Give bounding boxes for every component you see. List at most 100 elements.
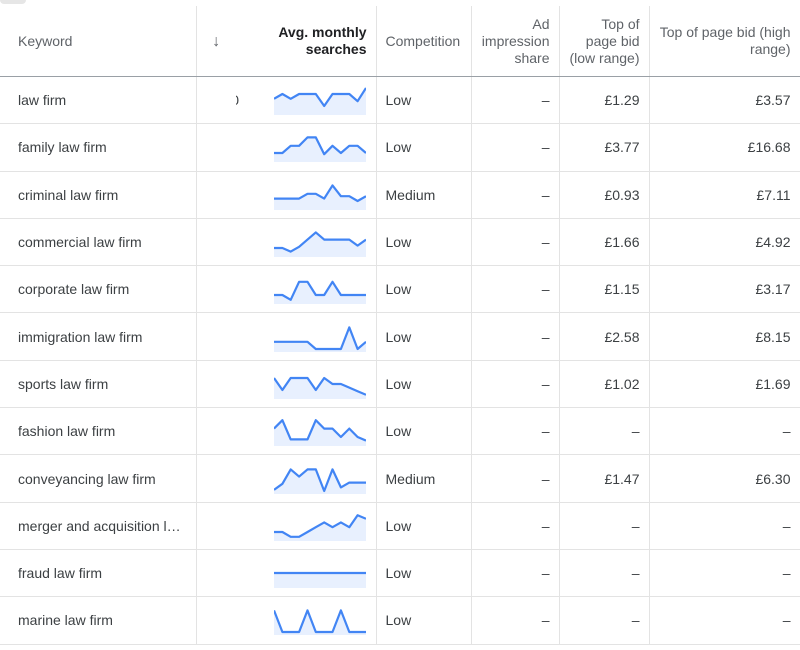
keyword-cell[interactable]: merger and acquisition la… [0,502,197,550]
keyword-cell[interactable]: marine law firm [0,596,197,645]
avg-searches-cell: 30 [236,502,377,550]
trend-sparkline [273,231,366,258]
table-row[interactable]: law firm 6,600 Low – £1.29 £3.57 [0,76,800,125]
keyword-table: Keyword ↓ Avg. monthly searches Competit… [0,6,800,645]
bid-low-cell: £0.93 [559,171,650,219]
spacer-cell [196,123,236,172]
bid-low-cell: £1.02 [559,360,650,409]
bid-high-cell: – [649,549,800,598]
ad-impression-cell: – [471,123,560,172]
trend-sparkline [273,467,366,494]
bid-low-cell: £1.15 [559,265,650,314]
bid-high-cell: £7.11 [649,171,800,219]
table-row[interactable]: marine law firm 10 Low – – – [0,596,800,645]
competition-cell: Low [376,549,472,598]
header-bid-high[interactable]: Top of page bid (high range) [649,6,800,77]
competition-cell: Low [376,407,472,456]
avg-searches-cell: 10 [236,549,377,598]
spacer-cell [196,312,236,361]
keyword-cell[interactable]: conveyancing law firm [0,454,197,503]
competition-cell: Low [376,76,472,125]
table-row[interactable]: fashion law firm 70 Low – – – [0,407,800,456]
trend-sparkline [273,376,366,399]
header-avg-monthly-searches[interactable]: Avg. monthly searches [236,6,377,77]
bid-low-cell: £1.47 [559,454,650,503]
sparkline-area [273,232,366,258]
spacer-cell [196,218,236,267]
sparkline-line [273,231,366,253]
trend-sparkline [273,572,366,589]
spacer-cell [196,502,236,550]
competition-cell: Low [376,218,472,267]
ad-impression-cell: – [471,549,560,598]
table-row[interactable]: criminal law firm 480 Medium – £0.93 £7.… [0,171,800,219]
keyword-cell[interactable]: criminal law firm [0,171,197,219]
sparkline-line [273,281,366,302]
table-row[interactable]: corporate law firm 390 Low – £1.15 £3.17 [0,265,800,314]
bid-high-cell: – [649,407,800,456]
top-shadow-hint [0,0,26,4]
keyword-cell[interactable]: immigration law firm [0,312,197,361]
bid-low-cell: – [559,502,650,550]
spacer-cell [196,76,236,125]
sparkline-line [273,609,366,634]
bid-high-cell: £4.92 [649,218,800,267]
sort-toggle[interactable]: ↓ [196,6,236,77]
keyword-cell[interactable]: fashion law firm [0,407,197,456]
table-row[interactable]: fraud law firm 10 Low – – – [0,549,800,598]
competition-cell: Low [376,265,472,314]
table-row[interactable]: sports law firm 210 Low – £1.02 £1.69 [0,360,800,409]
avg-searches-cell: 10 [236,596,377,645]
competition-cell: Medium [376,454,472,503]
sparkline-area [273,573,366,589]
avg-searches-cell: 390 [236,265,377,314]
spacer-cell [196,171,236,219]
table-row[interactable]: family law firm 720 Low – £3.77 £16.68 [0,123,800,172]
sparkline-area [273,377,366,399]
keyword-cell[interactable]: commercial law firm [0,218,197,267]
table-body: law firm 6,600 Low – £1.29 £3.57 family … [0,76,800,645]
spacer-cell [196,596,236,645]
header-bid-low[interactable]: Top of page bid (low range) [559,6,650,77]
spacer-cell [196,265,236,314]
ad-impression-cell: – [471,360,560,409]
keyword-cell[interactable]: corporate law firm [0,265,197,314]
sparkline-area [273,185,366,210]
bid-high-cell: £16.68 [649,123,800,172]
bid-high-cell: – [649,502,800,550]
sparkline-line [273,325,366,350]
avg-searches-cell: 50 [236,454,377,503]
table-row[interactable]: conveyancing law firm 50 Medium – £1.47 … [0,454,800,503]
sparkline-area [273,282,366,305]
bid-low-cell: £2.58 [559,312,650,361]
bid-low-cell: £3.77 [559,123,650,172]
ad-impression-cell: – [471,76,560,125]
avg-searches-cell: 70 [236,407,377,456]
ad-impression-cell: – [471,502,560,550]
header-ad-impression-share[interactable]: Ad impression share [471,6,560,77]
table-row[interactable]: commercial law firm 480 Low – £1.66 £4.9… [0,218,800,267]
keyword-cell[interactable]: sports law firm [0,360,197,409]
avg-searches-cell: 720 [236,123,377,172]
arrow-down-icon[interactable]: ↓ [212,32,221,50]
trend-sparkline [273,513,366,541]
table-row[interactable]: merger and acquisition la… 30 Low – – – [0,502,800,550]
table-header-row: Keyword ↓ Avg. monthly searches Competit… [0,6,800,77]
competition-cell: Low [376,596,472,645]
table-row[interactable]: immigration law firm 390 Low – £2.58 £8.… [0,312,800,361]
keyword-cell[interactable]: law firm [0,76,197,125]
ad-impression-cell: – [471,312,560,361]
sparkline-line [273,513,366,538]
keyword-cell[interactable]: family law firm [0,123,197,172]
bid-high-cell: £1.69 [649,360,800,409]
trend-sparkline [273,281,366,305]
competition-cell: Low [376,312,472,361]
header-keyword[interactable]: Keyword [0,6,197,77]
competition-cell: Low [376,502,472,550]
keyword-cell[interactable]: fraud law firm [0,549,197,598]
header-competition[interactable]: Competition [376,6,472,77]
bid-high-cell: – [649,596,800,645]
competition-cell: Low [376,360,472,409]
bid-high-cell: £8.15 [649,312,800,361]
competition-cell: Low [376,123,472,172]
